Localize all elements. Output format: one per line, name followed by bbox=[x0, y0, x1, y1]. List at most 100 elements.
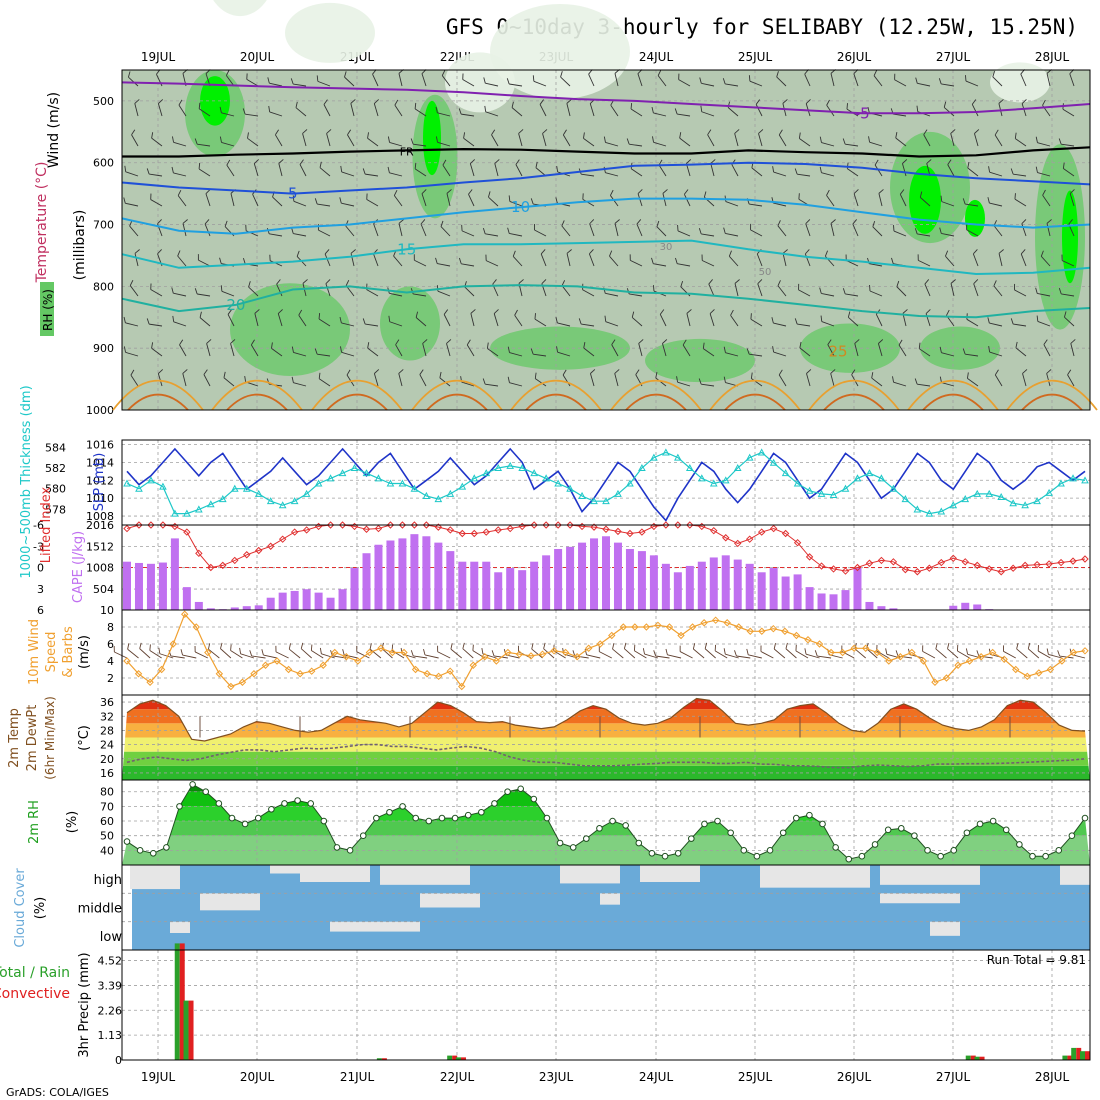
upper-wind-barb-14-3-flag bbox=[470, 159, 476, 164]
upper-wind-barb-10-5 bbox=[373, 223, 379, 237]
upper-wind-barb-18-5 bbox=[561, 225, 571, 237]
upper-wind-barb-11-7 bbox=[389, 292, 403, 297]
cape-bar-40 bbox=[602, 536, 610, 610]
upper-wind-barb-20-10-flag bbox=[614, 369, 620, 374]
upper-wind-barb-12-1 bbox=[414, 108, 427, 117]
upper-wind-barb-19-3 bbox=[581, 173, 595, 177]
upper-wind-barb-1-9 bbox=[151, 347, 163, 357]
upper-wind-barb-16-10 bbox=[509, 382, 523, 387]
wind-speed-marker-82 bbox=[1069, 648, 1078, 657]
precip-total-bar-107 bbox=[1062, 1055, 1068, 1060]
upper-wind-barb-32-2 bbox=[895, 137, 907, 147]
upper-wind-barb-27-6-flag bbox=[782, 249, 788, 254]
cape-bar-30 bbox=[482, 561, 491, 610]
upper-wind-barb-5-0 bbox=[246, 79, 259, 87]
upper-wind-barb-5-4 bbox=[252, 194, 259, 207]
surface-wind-barb-9 bbox=[220, 648, 232, 659]
upper-wind-barb-1-7 bbox=[150, 289, 163, 297]
lifted-index-marker-67 bbox=[925, 564, 934, 572]
rh-moist-region-5 bbox=[380, 286, 440, 361]
upper-wind-barb-1-3-flag bbox=[146, 168, 150, 175]
rh-marker-26 bbox=[464, 811, 472, 819]
upper-wind-barb-21-2-flag bbox=[626, 138, 630, 145]
surface-wind-barb-2-flag bbox=[139, 642, 142, 649]
lifted-index-line bbox=[126, 524, 1086, 573]
cape-bar-43 bbox=[637, 551, 646, 610]
lifted-index-marker-56 bbox=[793, 539, 802, 547]
upper-wind-barb-39-8 bbox=[1064, 316, 1075, 327]
upper-wind-barb-18-2 bbox=[562, 134, 571, 147]
upper-wind-barb-36-2 bbox=[994, 134, 1003, 147]
lifted-index-marker-25 bbox=[422, 521, 431, 529]
wind-speed-marker-41 bbox=[596, 640, 604, 648]
upper-wind-barb-6-7-flag bbox=[276, 279, 281, 285]
cape-bar-46 bbox=[673, 572, 682, 610]
upper-wind-barb-11-6 bbox=[393, 255, 403, 267]
rh-marker-21 bbox=[399, 803, 406, 810]
surface-wind-barb-66 bbox=[876, 650, 890, 659]
isotherm-label-0: -5 bbox=[855, 104, 870, 122]
upper-wind-barb-10-8 bbox=[365, 323, 379, 327]
lifted-index-marker-14 bbox=[290, 528, 299, 536]
cape-bar-58 bbox=[817, 593, 826, 610]
upper-wind-barb-22-7-flag bbox=[653, 285, 655, 292]
cape-bar-47 bbox=[685, 565, 694, 610]
upper-wind-barb-12-4-flag bbox=[421, 189, 427, 194]
upper-wind-barb-32-5 bbox=[893, 230, 907, 237]
upper-wind-barb-39-2-flag bbox=[1058, 138, 1062, 145]
upper-wind-barb-0-9-flag bbox=[123, 346, 126, 353]
upper-wind-barb-16-10-flag bbox=[507, 376, 510, 383]
isotherm-30-lobe-4 bbox=[525, 393, 587, 411]
lifted-index-marker-15 bbox=[302, 526, 311, 534]
cape-bar-23 bbox=[398, 538, 407, 610]
lifted-index-marker-59 bbox=[829, 565, 838, 573]
thickness-marker-29 bbox=[470, 474, 479, 482]
upper-wind-barb-23-1 bbox=[677, 113, 691, 117]
precip-convective-bar-97 bbox=[979, 1056, 985, 1060]
upper-wind-barb-14-8 bbox=[470, 313, 475, 327]
cape-bar-21 bbox=[374, 544, 383, 610]
cape-bar-63 bbox=[877, 606, 886, 610]
temp-tick-16: 16 bbox=[100, 767, 114, 780]
upper-wind-barb-3-3 bbox=[198, 168, 211, 177]
rh-marker-28 bbox=[491, 800, 498, 807]
lifted-index-marker-71 bbox=[973, 561, 981, 570]
temp-tick-28: 28 bbox=[100, 724, 114, 737]
cape-bar-14 bbox=[290, 590, 299, 610]
thickness-marker-25 bbox=[422, 491, 431, 499]
upper-wind-barb-21-10-flag bbox=[635, 369, 640, 375]
upper-wind-barb-7-1-flag bbox=[295, 101, 298, 108]
upper-wind-barb-36-1-flag bbox=[998, 99, 1004, 104]
surface-wind-barb-46 bbox=[644, 653, 659, 659]
bottom-date-axis: 19JUL 20JUL 21JUL 22JUL 23JUL 24JUL 25JUL 26JUL… bbox=[141, 1070, 1070, 1084]
upper-wind-barb-17-1-flag bbox=[539, 99, 544, 105]
upper-wind-barb-24-0-flag bbox=[699, 77, 702, 84]
upper-wind-barb-22-5-flag bbox=[656, 220, 660, 227]
lifted-index-marker-68 bbox=[937, 558, 946, 567]
upper-wind-barb-5-8 bbox=[254, 313, 259, 327]
upper-wind-barb-31-1-flag bbox=[867, 107, 870, 114]
rh-marker-25 bbox=[451, 814, 459, 822]
upper-wind-barb-15-8 bbox=[493, 313, 499, 327]
wind-speed-marker-2 bbox=[146, 678, 154, 686]
lifted-index-marker-10 bbox=[243, 551, 251, 559]
upper-wind-barb-14-1 bbox=[461, 113, 475, 117]
upper-wind-barb-15-1-flag bbox=[484, 105, 487, 112]
thickness-marker-20 bbox=[362, 469, 371, 477]
upper-wind-barb-4-0-flag bbox=[225, 69, 230, 76]
upper-wind-barb-39-8-flag bbox=[1063, 311, 1067, 318]
lifted-index-marker-60 bbox=[841, 567, 850, 575]
surface-wind-barb-8-flag bbox=[208, 643, 211, 650]
rh-marker-40 bbox=[648, 849, 656, 857]
upper-wind-barb-34-9 bbox=[941, 352, 955, 357]
upper-wind-barb-35-3-flag bbox=[967, 161, 970, 169]
upper-wind-barb-5-10-flag bbox=[244, 375, 247, 383]
upper-wind-barb-32-10 bbox=[893, 381, 907, 387]
upper-wind-barb-9-2 bbox=[347, 134, 355, 147]
upper-wind-barb-26-8 bbox=[750, 318, 763, 327]
thickness-marker-16 bbox=[314, 479, 323, 487]
upper-wind-barb-31-6 bbox=[869, 263, 883, 267]
upper-wind-barb-9-10-flag bbox=[346, 369, 351, 376]
upper-wind-barb-2-5 bbox=[182, 223, 187, 237]
upper-wind-barb-24-5 bbox=[701, 233, 715, 237]
